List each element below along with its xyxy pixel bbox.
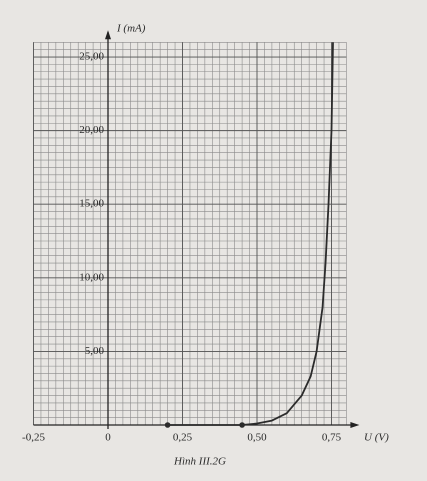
curve bbox=[167, 42, 334, 426]
x-tick-label: -0,25 bbox=[22, 432, 45, 444]
x-axis-arrow bbox=[350, 422, 360, 428]
y-tick-label: 20,00 bbox=[79, 124, 104, 136]
x-tick-label: 0,50 bbox=[247, 432, 267, 444]
y-tick-label: 5,00 bbox=[85, 345, 105, 357]
y-tick-label: 25,00 bbox=[79, 51, 104, 63]
y-tick-label: 10,00 bbox=[79, 271, 104, 283]
x-tick-label: 0 bbox=[105, 432, 111, 444]
data-point bbox=[239, 422, 245, 428]
data-point bbox=[164, 422, 171, 428]
x-tick-label: 0,25 bbox=[173, 432, 193, 444]
y-axis-arrow bbox=[105, 30, 111, 40]
x-axis-label: U (V) bbox=[364, 432, 389, 444]
y-tick-label: 15,00 bbox=[79, 198, 104, 210]
grid bbox=[33, 41, 347, 426]
x-tick-label: 0,75 bbox=[322, 432, 342, 444]
y-axis-label: I (mA) bbox=[116, 23, 146, 35]
caption: Hình III.2G bbox=[173, 456, 226, 468]
